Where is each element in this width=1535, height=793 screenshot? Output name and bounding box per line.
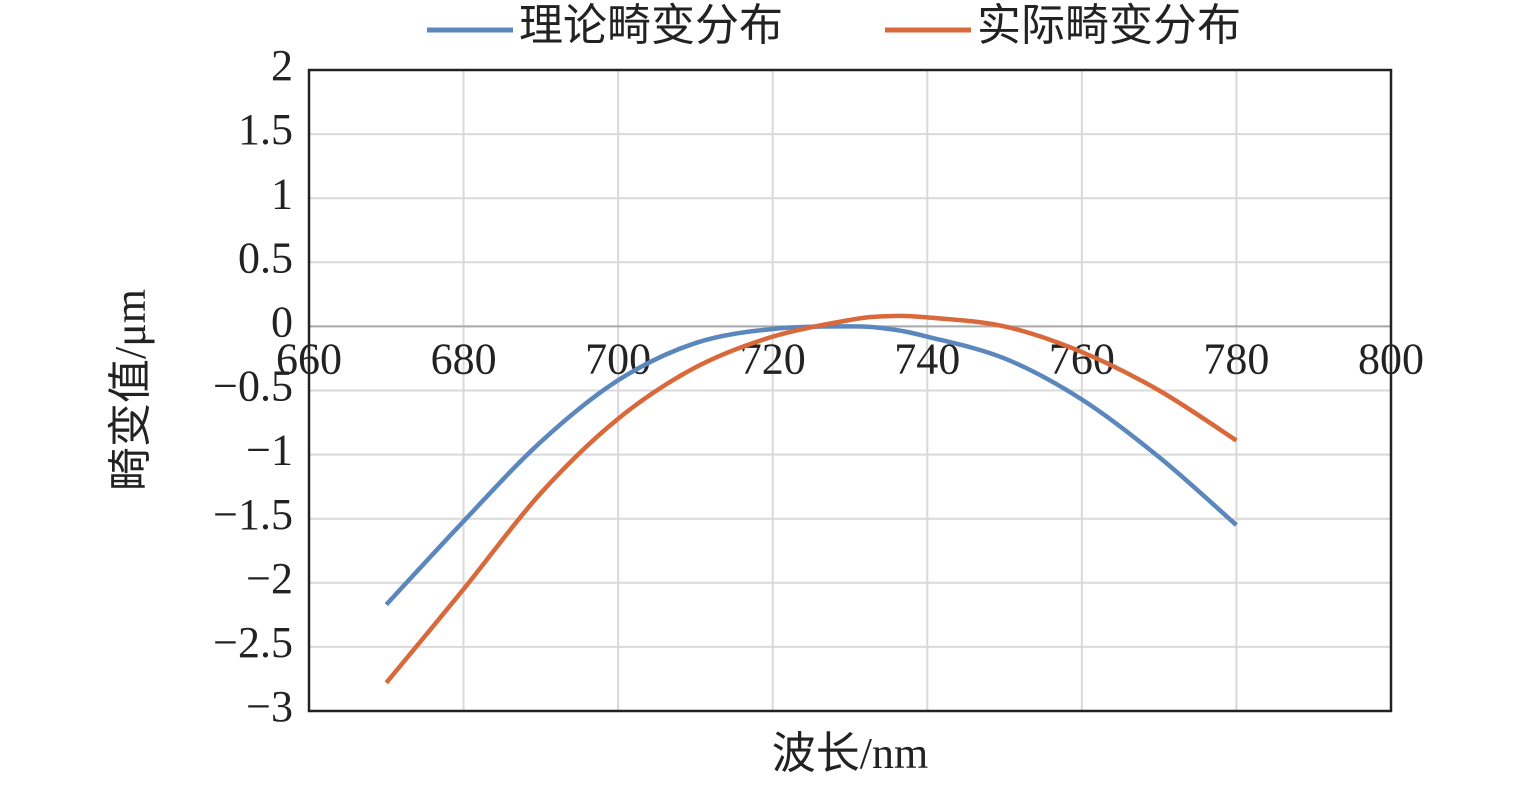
plot-border bbox=[307, 68, 1393, 713]
x-tick-label: 720 bbox=[740, 334, 806, 383]
y-axis-label: 畸变值/μm bbox=[106, 289, 155, 491]
y-tick-label: −1 bbox=[246, 426, 293, 475]
y-tick-label: −0.5 bbox=[213, 362, 293, 411]
y-tick-label: −2.5 bbox=[213, 618, 293, 667]
y-tick-label: −2 bbox=[246, 554, 293, 603]
y-tick-label: −1.5 bbox=[213, 490, 293, 539]
legend-label: 理论畸变分布 bbox=[519, 1, 783, 50]
y-tick-label: 0.5 bbox=[238, 233, 293, 282]
y-tick-label: −3 bbox=[246, 682, 293, 731]
series-line bbox=[384, 313, 1238, 685]
legend-label: 实际畸变分布 bbox=[977, 1, 1241, 50]
x-tick-label: 680 bbox=[431, 334, 497, 383]
x-tick-label: 780 bbox=[1203, 334, 1269, 383]
series-line bbox=[384, 324, 1238, 607]
y-tick-label: 1 bbox=[271, 169, 293, 218]
y-tick-label: 2 bbox=[271, 41, 293, 90]
y-tick-label: 0 bbox=[271, 297, 293, 346]
x-tick-label: 700 bbox=[585, 334, 651, 383]
x-axis-label: 波长/nm bbox=[772, 729, 928, 778]
y-tick-label: 1.5 bbox=[238, 105, 293, 154]
